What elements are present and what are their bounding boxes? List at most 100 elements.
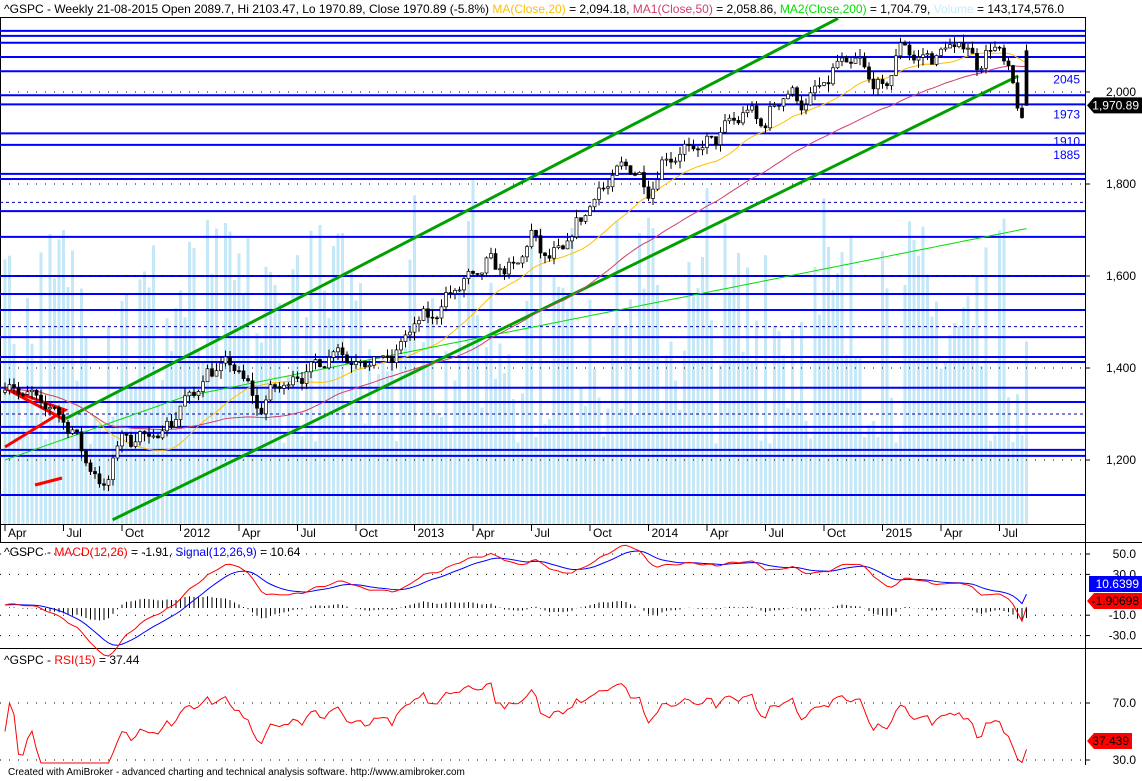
candle-up: [498, 268, 502, 271]
candle-down: [511, 261, 516, 264]
ma20-value: = 2,094.18,: [565, 2, 633, 16]
volume-bar: [552, 277, 556, 524]
y-tick-label: 1,600: [1106, 269, 1136, 283]
volume-bar: [611, 326, 614, 524]
volume-bar: [827, 246, 830, 525]
candle-down: [754, 105, 759, 120]
volume-bar: [530, 233, 533, 524]
rsi-symbol: ^GSPC -: [4, 653, 55, 667]
volume-bar: [863, 437, 866, 524]
candle-down: [349, 362, 354, 365]
volume-bar: [156, 402, 160, 524]
volume-bar: [687, 261, 691, 524]
volume-bar: [624, 325, 628, 524]
candle-up: [282, 384, 286, 389]
candle-down: [192, 391, 196, 396]
volume-bar: [656, 284, 659, 524]
candle-up: [934, 55, 939, 65]
candle-up: [183, 395, 187, 407]
rsi-label: RSI(15): [54, 653, 96, 667]
volume-bar: [813, 266, 817, 524]
candle-up: [966, 47, 970, 50]
candle-down: [777, 104, 781, 107]
volume-bar: [894, 442, 898, 524]
candle-down: [12, 384, 16, 389]
x-tick-label: Jul: [535, 526, 550, 540]
volume-bar: [759, 440, 763, 524]
candle-up: [822, 82, 826, 86]
volume-bar: [183, 317, 187, 524]
volume-bar: [809, 438, 812, 524]
candle-down: [736, 120, 741, 124]
volume-bar: [332, 246, 335, 524]
candle-down: [246, 378, 250, 382]
candle-down: [493, 253, 498, 270]
volume-bar: [741, 351, 745, 524]
volume-bar: [723, 223, 727, 524]
volume-bar: [480, 407, 484, 524]
candle-up: [529, 229, 534, 248]
candle-down: [322, 366, 327, 369]
candle-down: [1002, 47, 1006, 62]
candle-up: [817, 85, 822, 87]
candle-up: [619, 161, 624, 167]
candle-down: [102, 483, 106, 486]
volume-bar: [674, 380, 677, 524]
volume-bar: [795, 401, 799, 524]
candle-up: [615, 165, 619, 176]
macd-value-label: -1.90698: [1092, 594, 1140, 608]
volume-bar: [444, 351, 448, 524]
volume-bar: [476, 315, 479, 524]
candle-down: [687, 143, 691, 146]
volume-bar: [773, 325, 776, 524]
candle-up: [381, 355, 385, 358]
volume-bar: [800, 322, 803, 524]
candle-up: [48, 407, 52, 410]
candle-up: [570, 236, 574, 242]
volume-bar: [35, 414, 38, 524]
candle-up: [268, 384, 273, 401]
volume-bar: [75, 380, 79, 524]
candle-up: [489, 253, 493, 259]
candle-down: [385, 355, 390, 358]
candle-up: [25, 391, 30, 395]
volume-bar: [323, 290, 326, 524]
volume-bar: [998, 230, 1001, 524]
volume-bar: [350, 270, 353, 524]
candle-up: [439, 306, 444, 319]
volume-bar: [66, 287, 70, 524]
footer-credit: Created with AmiBroker - advanced charti…: [8, 767, 465, 778]
x-tick-label: Jul: [301, 526, 316, 540]
volume-bar: [912, 240, 916, 524]
candle-up: [718, 131, 723, 145]
volume-bar: [984, 247, 988, 524]
candle-down: [93, 471, 97, 475]
volume-bar: [962, 307, 965, 524]
candle-down: [66, 421, 70, 434]
red-arrow: [34, 476, 63, 487]
volume-bar: [548, 419, 551, 524]
candle-up: [781, 98, 786, 107]
volume-bar: [620, 408, 623, 524]
volume-bar: [633, 414, 637, 524]
x-tick-label: Apr: [944, 526, 963, 540]
signal-label: Signal(12,26,9): [175, 545, 257, 559]
candle-up: [376, 356, 381, 359]
volume-bar: [975, 276, 979, 524]
candle-down: [970, 47, 975, 54]
volume-bar: [917, 255, 920, 524]
volume-bar: [125, 293, 128, 524]
volume-bar: [642, 288, 646, 524]
volume-bar: [363, 423, 367, 524]
volume-bar: [26, 297, 29, 524]
volume-bar: [804, 420, 808, 524]
candle-up: [552, 247, 556, 259]
candle-up: [948, 44, 952, 49]
candle-down: [975, 52, 979, 71]
ma50-value: = 2,058.86,: [712, 2, 780, 16]
candle-up: [705, 135, 709, 148]
volume-bar: [980, 365, 983, 524]
volume-bar: [678, 409, 682, 524]
candle-down: [21, 393, 25, 396]
